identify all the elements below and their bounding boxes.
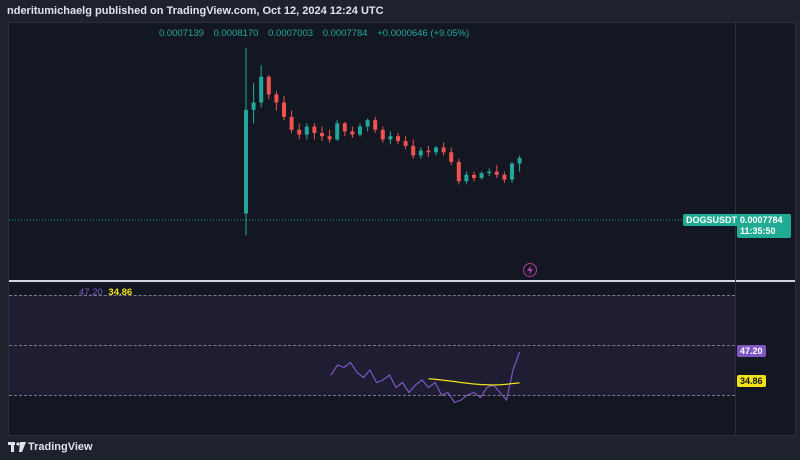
ohlc-close: 0.0007784 [322,28,368,39]
candle-body [297,129,302,135]
candle-body [380,129,385,140]
price-scale[interactable] [735,23,736,435]
candle-body [244,109,248,214]
symbol-label: DOGSUSDT [683,214,741,226]
ohlc-change: +0.0000646 (+9.05%) [377,28,470,39]
flash-icon[interactable] [523,263,537,277]
candle-body [335,123,340,140]
rsi-ma-legend-value: 34.86 [108,287,133,298]
rsi-legend: 47.20 34.86 [79,287,132,298]
candle-body [487,171,492,174]
pane-separator[interactable] [9,280,795,282]
candle-body [304,126,309,135]
candle-body [441,147,446,153]
rsi-value-label: 47.20 [737,345,766,357]
footer: TradingView [0,436,800,460]
ohlc-high: 0.0008170 [213,28,259,39]
candle-body [350,131,355,135]
bar-countdown: 11:35:50 [740,226,776,236]
rsi-lower-level [9,395,735,396]
last-price-label: 0.0007784 11:35:50 [737,214,791,238]
brand-name[interactable]: TradingView [28,441,93,453]
candle-body [388,136,393,140]
candle-body [510,163,514,180]
candle-body [358,126,362,135]
candle-body [327,136,332,140]
candle-body [411,145,416,156]
candle-body [312,126,317,133]
candle-body [472,174,476,178]
candle-body [517,158,522,164]
candle-body [494,171,499,175]
candle-body [274,94,279,103]
rsi-ma-value-label: 34.86 [737,375,766,387]
rsi-upper-level [9,295,735,296]
tradingview-logo-icon[interactable] [8,442,26,452]
ohlc-open: 0.0007139 [159,28,204,39]
candle-body [449,152,454,162]
candlestick-series [9,47,735,236]
candle-body [426,150,431,153]
candle-body [418,150,423,156]
candle-body [479,173,484,178]
candle-body [365,120,370,127]
candle-body [259,76,264,103]
rsi-middle-level [9,345,735,346]
candle-body [502,174,507,180]
candle-body [320,133,324,137]
rsi-pane [330,351,521,404]
last-price-value: 0.0007784 [740,215,783,225]
publisher-line: nderitumichaelg published on TradingView… [7,5,384,17]
candle-body [456,161,461,182]
candle-body [434,147,438,153]
candle-body [396,136,400,142]
candle-body [464,174,469,182]
ohlc-low: 0.0007003 [268,28,314,39]
candle-body [342,123,347,132]
candle-body [289,116,294,130]
candle-body [373,120,378,130]
rsi-ma-line [428,378,520,386]
candle-body [251,102,256,110]
candle-body [403,141,408,146]
candle-body [282,102,286,117]
rsi-line [330,351,521,404]
publish-header: nderitumichaelg published on TradingView… [0,0,800,22]
chart-area[interactable]: 0.0007139 0.0008170 0.0007003 0.0007784 … [8,22,796,436]
candle-body [266,76,271,95]
rsi-legend-value: 47.20 [79,287,103,298]
ohlc-legend: 0.0007139 0.0008170 0.0007003 0.0007784 … [159,28,476,39]
